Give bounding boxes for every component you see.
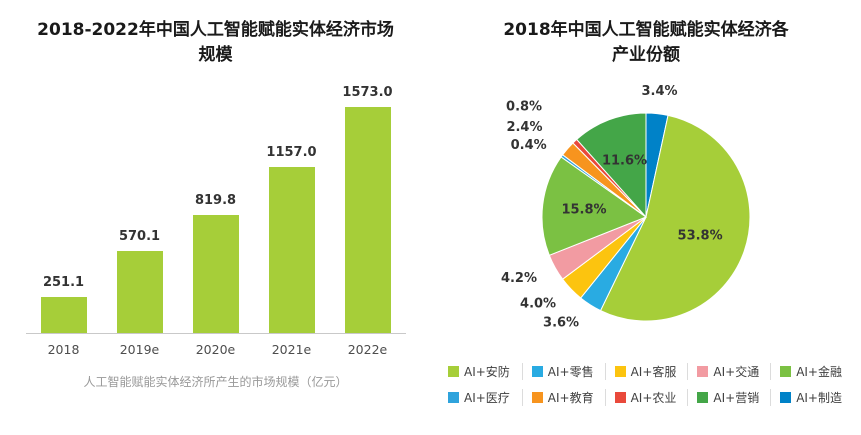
pie-percent-label: 11.6% (602, 154, 647, 169)
legend-label: AI+零售 (547, 365, 594, 380)
legend-swatch (448, 392, 459, 404)
legend-label: AI+营销 (713, 391, 760, 406)
legend-item: AI+客服 (604, 363, 688, 381)
bar-group: 1157.0 (254, 145, 330, 334)
bar-chart: 251.1 570.1 819.8 1157.0 1573.0 2018 2019e 202… (25, 81, 406, 357)
pie-percent-label: 53.8% (678, 229, 723, 244)
category-label: 2020e (195, 342, 236, 358)
bar-group: 570.1 (102, 229, 178, 334)
bar-group: 819.8 (178, 193, 254, 334)
legend-item: AI+交通 (687, 363, 770, 381)
legend-item: AI+营销 (687, 389, 770, 407)
bar-group: 251.1 (26, 275, 102, 334)
legend-swatch (697, 366, 709, 378)
bar-group: 1573.0 (330, 85, 406, 334)
bar-chart-title: 2018-2022年中国人工智能赋能实体经济市场规模 (37, 20, 394, 65)
pie-chart-panel: 2018年中国人工智能赋能实体经济各产业份额 3.4% 53.8% 3.6% 4.0%… (431, 0, 861, 435)
bar-chart-panel: 2018-2022年中国人工智能赋能实体经济市场规模 251.1 570.1 819… (25, 20, 406, 390)
legend-label: AI+交通 (713, 365, 760, 380)
bar (344, 107, 391, 334)
legend-swatch (780, 366, 792, 378)
legend-label: AI+制造 (796, 391, 842, 406)
pie-percent-label: 0.4% (511, 138, 547, 153)
bar-categories: 2018 2019e 2020e 2021e 2022e (26, 342, 406, 357)
legend-swatch (448, 366, 459, 378)
bar (268, 167, 315, 334)
legend-label: AI+金融 (796, 365, 842, 380)
pie-legend: AI+安防 AI+零售 AI+客服 AI+交通 AI+金融 AI+医疗 AI+教育 AI+农业… (431, 363, 861, 407)
legend-swatch (531, 366, 543, 378)
legend-swatch (697, 392, 709, 404)
category-label: 2022e (347, 342, 388, 358)
pie-percent-label: 0.8% (506, 100, 542, 115)
legend-swatch (614, 366, 626, 378)
bar-value-label: 251.1 (42, 275, 85, 291)
bar-value-label: 570.1 (118, 229, 161, 245)
pie-percent-label: 3.6% (543, 316, 579, 331)
bar-value-label: 1157.0 (266, 145, 317, 161)
category-label: 2018 (47, 342, 80, 358)
pie-percent-label: 3.4% (641, 84, 677, 99)
pie-percent-label: 15.8% (561, 203, 606, 218)
bar (192, 215, 239, 334)
legend-label: AI+医疗 (464, 391, 510, 406)
legend-swatch (614, 392, 626, 404)
legend-item: AI+零售 (521, 363, 605, 381)
x-axis-line (25, 333, 406, 335)
bar (40, 297, 87, 334)
legend-label: AI+教育 (547, 391, 594, 406)
pie-slice (576, 112, 647, 219)
legend-item: AI+医疗 (439, 389, 522, 406)
pie-percent-label: 2.4% (506, 120, 542, 135)
pie-slice (599, 115, 751, 322)
bar-chart-footnote: 人工智能赋能实体经济所产生的市场规模（亿元） (83, 375, 348, 390)
pie-svg: 3.4% 53.8% 3.6% 4.0% 4.2% 15.8% 0.4% 2.4% 0.8% 11… (501, 84, 751, 331)
bar-value-label: 819.8 (194, 193, 237, 209)
bar-groups: 251.1 570.1 819.8 1157.0 1573.0 (26, 81, 406, 334)
legend-item: AI+金融 (770, 363, 853, 381)
pie-percent-label: 4.0% (520, 297, 556, 312)
legend-item: AI+教育 (521, 389, 605, 407)
bar-value-label: 1573.0 (342, 85, 393, 101)
bar (116, 251, 163, 334)
category-label: 2019e (119, 342, 160, 358)
legend-item: AI+制造 (770, 389, 853, 407)
legend-label: AI+客服 (630, 365, 677, 380)
legend-item: AI+农业 (604, 389, 688, 407)
legend-swatch (780, 392, 792, 404)
category-label: 2021e (271, 342, 312, 358)
pie-slice (541, 156, 648, 257)
pie-chart-title: 2018年中国人工智能赋能实体经济各产业份额 (503, 20, 789, 65)
legend-label: AI+农业 (630, 391, 677, 406)
pie-percent-label: 4.2% (501, 271, 537, 286)
legend-swatch (531, 392, 543, 404)
legend-label: AI+安防 (464, 365, 510, 380)
legend-item: AI+安防 (439, 363, 522, 380)
